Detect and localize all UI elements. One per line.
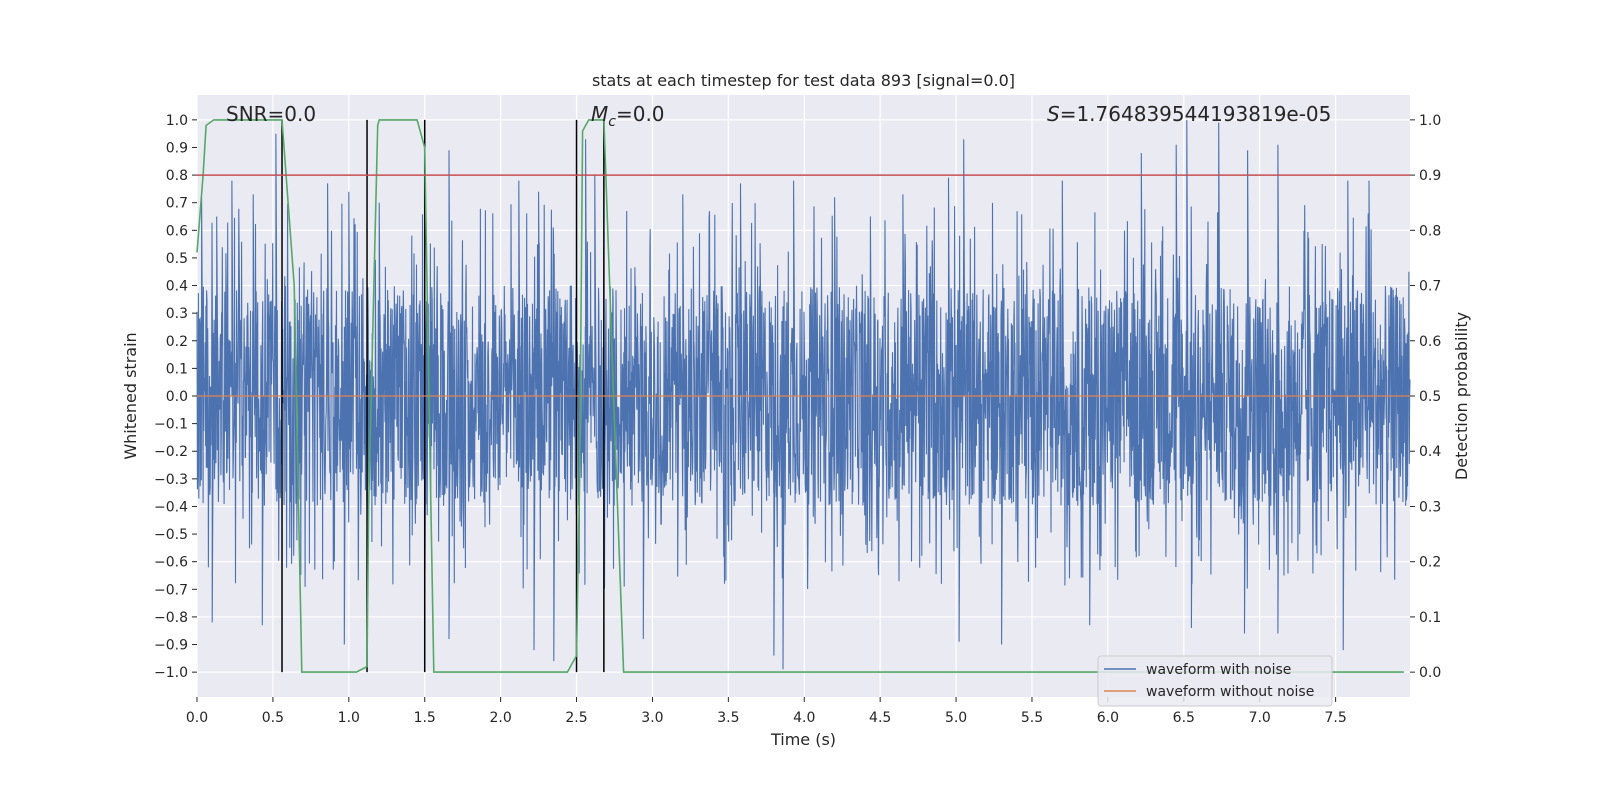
detection-probability-line (196, 119, 1404, 673)
y-tick-label: 1.0 (166, 113, 188, 129)
y-tick-label: −0.4 (154, 499, 188, 515)
y2-axis-label: Detection probability (1452, 312, 1471, 480)
y-tick-label: −0.5 (154, 527, 188, 543)
detection-probability-series (196, 119, 1404, 673)
y-tick-label: 0.0 (166, 389, 188, 405)
chirp-mass-annotation: Mc=0.0 (591, 102, 665, 130)
y-axis-label: Whitened strain (121, 332, 140, 459)
y2-tick-label: 0.0 (1419, 665, 1441, 681)
x-tick-label: 4.5 (869, 710, 891, 726)
x-tick-label: 0.0 (186, 710, 208, 726)
y-tick-label: 0.7 (166, 196, 188, 212)
y-tick-label: 0.5 (166, 251, 188, 267)
noise-waveform-series (196, 119, 1411, 670)
x-axis-label: Time (s) (770, 730, 836, 749)
x-tick-label: 4.0 (793, 710, 815, 726)
x-tick-label: 6.5 (1173, 710, 1195, 726)
y-tick-label: −0.8 (154, 610, 188, 626)
y-tick-label: 0.6 (166, 223, 188, 239)
y-tick-label: −0.1 (154, 417, 188, 433)
legend-label-clean: waveform without noise (1146, 684, 1314, 700)
y-tick-label: −0.7 (154, 582, 188, 598)
y2-tick-label: 0.7 (1419, 279, 1441, 295)
y-tick-label: 0.2 (166, 334, 188, 350)
y2-tick-label: 0.3 (1419, 499, 1441, 515)
chirp-mass-symbol: M (591, 102, 608, 126)
y-tick-label: 0.8 (166, 168, 188, 184)
y-tick-label: 0.4 (166, 279, 188, 295)
snr-annotation: SNR=0.0 (226, 102, 316, 126)
y2-tick-label: 0.5 (1419, 389, 1441, 405)
x-tick-label: 5.0 (945, 710, 967, 726)
y-tick-label: 0.3 (166, 306, 188, 322)
x-tick-label: 3.0 (641, 710, 663, 726)
y-tick-label: 0.9 (166, 140, 188, 156)
x-tick-label: 1.5 (414, 710, 436, 726)
chirp-mass-value: =0.0 (616, 102, 665, 126)
y2-tick-label: 1.0 (1419, 113, 1441, 129)
chirp-mass-subscript: c (608, 114, 616, 130)
legend: waveform with noise waveform without noi… (1097, 655, 1333, 707)
y2-tick-label: 0.2 (1419, 555, 1441, 571)
y2-tick-label: 0.9 (1419, 168, 1441, 184)
y-tick-label: −0.2 (154, 444, 188, 460)
y-tick-label: 0.1 (166, 361, 188, 377)
noise-waveform-line (196, 119, 1411, 670)
y-tick-label: −0.9 (154, 638, 188, 654)
x-tick-label: 2.0 (489, 710, 511, 726)
y2-tick-label: 0.6 (1419, 334, 1441, 350)
x-tick-label: 7.5 (1324, 710, 1346, 726)
axes: 0.0 0.5 1.0 1.5 2.0 2.5 3.0 3.5 4.0 4.5 5.0 5.5 6.0 6… (154, 113, 1441, 726)
s-value: =1.764839544193819e-05 (1060, 102, 1332, 126)
y-tick-label: −0.6 (154, 555, 188, 571)
y-tick-label: −0.3 (154, 472, 188, 488)
x-tick-label: 7.0 (1249, 710, 1271, 726)
chart-title: stats at each timestep for test data 893… (592, 71, 1015, 90)
legend-label-noise: waveform with noise (1146, 662, 1291, 678)
x-tick-label: 0.5 (262, 710, 284, 726)
s-symbol: S (1047, 102, 1060, 126)
y2-tick-label: 0.8 (1419, 223, 1441, 239)
x-tick-label: 5.5 (1021, 710, 1043, 726)
y-tick-label: −1.0 (154, 665, 188, 681)
y2-tick-label: 0.1 (1419, 610, 1441, 626)
legend-box (1097, 655, 1333, 707)
s-annotation: S=1.764839544193819e-05 (1047, 102, 1331, 126)
x-tick-label: 1.0 (338, 710, 360, 726)
x-tick-label: 2.5 (565, 710, 587, 726)
x-tick-label: 6.0 (1097, 710, 1119, 726)
y2-tick-label: 0.4 (1419, 444, 1441, 460)
x-tick-label: 3.5 (717, 710, 739, 726)
